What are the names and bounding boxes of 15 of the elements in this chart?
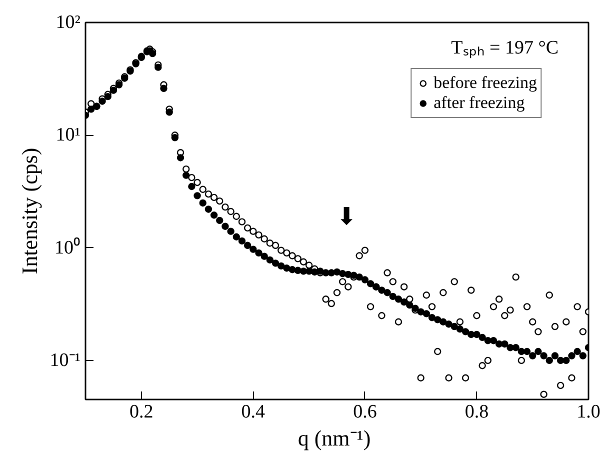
annotation: Tₛₚₕ = 197 °C [451, 38, 558, 58]
y-tick-label: 10⁻¹ [50, 350, 81, 371]
x-axis-title: q (nm⁻¹) [298, 426, 371, 450]
x-tick-label: 1.0 [576, 402, 600, 422]
y-tick-label: 10⁰ [54, 236, 80, 258]
x-tick-label: 0.4 [241, 402, 266, 422]
y-axis-title: Intensity (cps) [16, 148, 42, 274]
legend-label: before freezing [434, 73, 537, 93]
y-tick-label: 10¹ [56, 124, 81, 146]
y-tick-label: 10² [56, 12, 81, 33]
x-tick-label: 0.8 [464, 402, 489, 422]
x-tick-label: 0.2 [130, 402, 154, 422]
annotation: ⬇ [336, 202, 357, 230]
legend-label: after freezing [434, 93, 525, 113]
x-tick-label: 0.6 [353, 402, 377, 422]
